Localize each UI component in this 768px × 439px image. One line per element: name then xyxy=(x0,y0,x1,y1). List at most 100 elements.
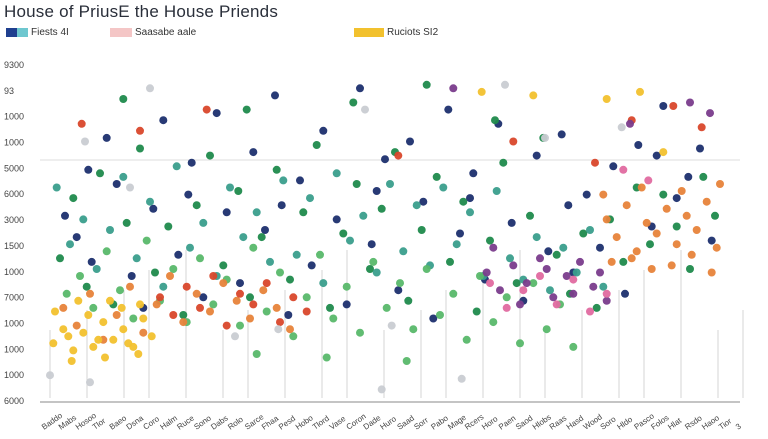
data-point xyxy=(332,215,341,224)
data-point xyxy=(249,148,258,157)
x-tick-label: Hldo xyxy=(615,415,634,432)
data-point xyxy=(472,307,481,316)
x-tick-label: Dabs xyxy=(209,414,229,432)
data-point xyxy=(152,300,161,309)
data-point xyxy=(502,303,511,312)
data-point xyxy=(136,144,144,153)
data-point xyxy=(302,307,311,316)
data-point xyxy=(672,222,681,231)
data-point xyxy=(172,162,181,171)
data-point xyxy=(86,289,94,298)
data-point xyxy=(352,180,361,188)
data-point xyxy=(542,325,551,334)
data-point xyxy=(662,204,671,213)
data-point xyxy=(127,272,136,280)
data-point xyxy=(242,105,251,114)
data-point xyxy=(622,201,631,210)
data-point xyxy=(552,250,561,259)
y-tick-label: 1000 xyxy=(4,318,24,328)
data-point xyxy=(569,289,578,298)
x-tick-label: Rsdo xyxy=(683,413,704,431)
data-point xyxy=(542,265,551,273)
data-point xyxy=(169,311,178,319)
data-point xyxy=(236,321,244,330)
data-point xyxy=(151,268,159,277)
data-point xyxy=(366,265,374,273)
data-point xyxy=(607,257,616,266)
data-point xyxy=(707,236,716,245)
data-point xyxy=(236,289,244,298)
data-point xyxy=(367,240,376,249)
data-point xyxy=(659,102,668,110)
data-point xyxy=(696,144,704,153)
data-point xyxy=(342,282,351,291)
data-point xyxy=(457,374,466,383)
data-point xyxy=(507,218,516,227)
data-point xyxy=(444,105,453,114)
data-point xyxy=(87,257,96,266)
data-point xyxy=(647,265,656,273)
data-point xyxy=(119,172,128,181)
data-point xyxy=(276,268,284,277)
data-point xyxy=(66,240,74,249)
data-point xyxy=(134,350,143,358)
data-point xyxy=(147,332,156,341)
data-point xyxy=(86,378,94,387)
data-point xyxy=(406,137,414,146)
data-point xyxy=(402,357,411,365)
data-point xyxy=(602,296,611,305)
data-point xyxy=(319,126,328,135)
data-point xyxy=(579,229,588,238)
data-point xyxy=(682,211,691,220)
data-point xyxy=(544,247,553,256)
data-point xyxy=(659,190,668,199)
data-point xyxy=(429,314,438,323)
x-tick-label: Pabo xyxy=(429,413,450,431)
data-point xyxy=(231,332,239,341)
data-point xyxy=(182,282,191,291)
data-point xyxy=(369,257,378,266)
data-point xyxy=(536,272,544,280)
data-point xyxy=(326,303,334,312)
data-point xyxy=(62,289,71,298)
data-point xyxy=(122,218,131,227)
y-tick-label: 93 xyxy=(4,86,14,96)
data-point xyxy=(272,303,281,312)
data-point xyxy=(249,243,258,252)
data-point xyxy=(399,247,408,256)
data-point xyxy=(179,318,188,327)
x-tick-label: Saod xyxy=(514,414,534,432)
data-point xyxy=(286,325,294,334)
x-tick-label: Sorr xyxy=(412,415,430,431)
data-point xyxy=(77,119,86,128)
y-tick-label: 6000 xyxy=(4,189,24,199)
legend-label: Ruciots SI2 xyxy=(387,26,439,38)
data-point xyxy=(646,240,654,249)
data-point xyxy=(684,172,693,181)
data-point xyxy=(522,279,531,288)
data-point xyxy=(187,158,196,167)
data-point xyxy=(72,233,81,242)
data-point xyxy=(279,176,288,185)
data-point xyxy=(394,151,403,160)
data-point xyxy=(139,328,148,337)
y-tick-label: 3000 xyxy=(4,215,24,225)
data-point xyxy=(409,325,418,334)
data-point xyxy=(436,311,444,319)
data-point xyxy=(492,187,501,195)
data-point xyxy=(84,311,93,319)
data-point xyxy=(119,325,128,334)
data-point xyxy=(619,165,628,174)
data-point xyxy=(372,187,381,195)
data-point xyxy=(557,130,566,139)
data-point xyxy=(132,254,141,263)
x-tick-label: Halm xyxy=(158,413,179,431)
data-point xyxy=(116,286,124,295)
data-point xyxy=(64,332,73,341)
data-point xyxy=(156,293,164,302)
x-tick-label: Huro xyxy=(379,414,399,432)
data-point xyxy=(489,318,498,327)
data-point xyxy=(499,158,508,167)
data-point xyxy=(602,215,611,224)
data-point xyxy=(612,233,621,242)
